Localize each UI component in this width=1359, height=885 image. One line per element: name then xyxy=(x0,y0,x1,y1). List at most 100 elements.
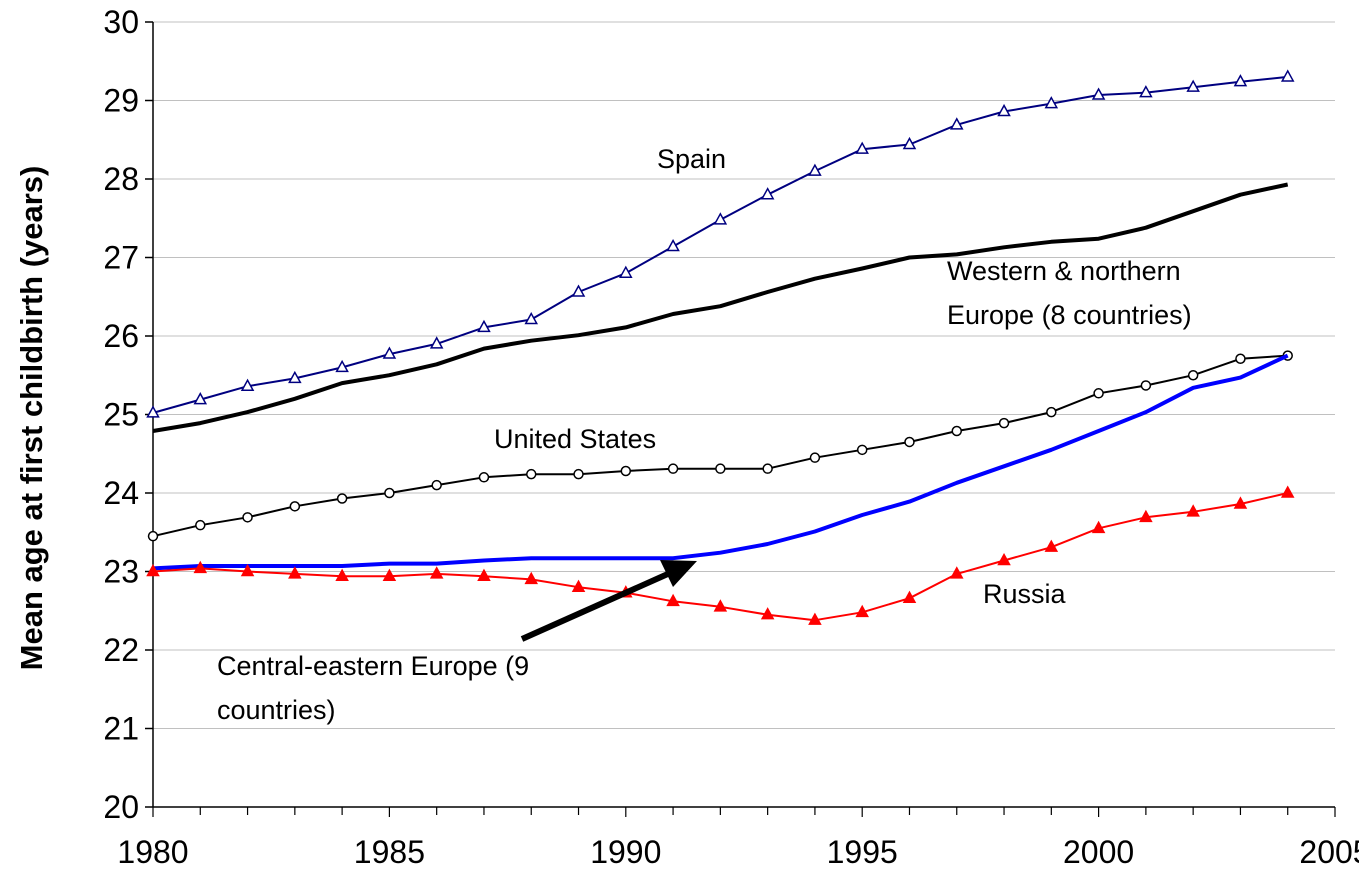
series-4-point-1982 xyxy=(240,563,255,577)
series-4-point-2001 xyxy=(1139,509,1153,523)
series-2-point-2000 xyxy=(1093,388,1104,399)
series-2-point-1980 xyxy=(147,530,159,542)
series-4 xyxy=(146,485,1295,625)
series-0-point-1981 xyxy=(193,392,208,405)
series-1 xyxy=(152,182,1289,433)
series-2-point-2003 xyxy=(1235,353,1246,365)
annotation-united-states: United States xyxy=(494,424,656,454)
series-2-point-1992 xyxy=(715,463,726,474)
series-4-point-1981 xyxy=(193,560,208,574)
y-tick-label-28: 28 xyxy=(103,161,139,197)
series-2-point-1982 xyxy=(242,512,253,523)
series-4-point-1987 xyxy=(477,568,491,581)
series-2 xyxy=(147,350,1293,542)
annotation-arrow xyxy=(520,560,697,642)
y-tick-labels: 20 21 22 23 24 25 26 27 28 29 30 xyxy=(103,4,139,825)
series-0-point-1991 xyxy=(666,238,680,252)
annotation-central-eastern-line1: Central-eastern Europe (9 xyxy=(217,651,529,681)
x-tick-label-1990: 1990 xyxy=(590,834,661,870)
series-0-point-1989 xyxy=(571,284,586,297)
series-0-point-1990 xyxy=(619,265,633,278)
series-3 xyxy=(152,353,1289,571)
series-2-point-1981 xyxy=(195,519,206,531)
series-group xyxy=(146,69,1295,625)
y-tick-label-27: 27 xyxy=(103,240,139,276)
series-0-point-1995 xyxy=(855,141,869,154)
x-tick-labels: 1980 1985 1990 1995 2000 2005 xyxy=(117,834,1359,870)
series-0-point-1983 xyxy=(288,370,302,384)
series-0-point-2001 xyxy=(1139,85,1153,98)
series-0-point-1982 xyxy=(240,378,255,391)
series-2-point-1985 xyxy=(384,487,395,499)
y-tick-label-24: 24 xyxy=(103,475,139,511)
series-2-line xyxy=(152,354,1288,538)
x-tick-label-2005: 2005 xyxy=(1299,834,1359,870)
x-tick-label-2000: 2000 xyxy=(1063,834,1134,870)
series-0-point-2003 xyxy=(1233,74,1248,87)
y-tick-label-25: 25 xyxy=(103,397,139,433)
series-2-point-1994 xyxy=(809,452,821,463)
annotation-western-northern-line1: Western & northern xyxy=(947,256,1181,286)
series-2-point-1990 xyxy=(620,465,632,477)
series-3-line xyxy=(152,353,1289,571)
series-4-point-1989 xyxy=(571,579,586,592)
series-4-point-1986 xyxy=(429,566,444,579)
series-2-point-1984 xyxy=(336,493,348,504)
series-4-point-1984 xyxy=(335,568,349,581)
y-tick-label-20: 20 xyxy=(103,789,139,825)
y-tick-label-23: 23 xyxy=(103,554,139,590)
series-0-point-1994 xyxy=(808,163,822,176)
series-0-point-2000 xyxy=(1091,87,1106,100)
series-4-point-1988 xyxy=(524,571,539,585)
series-4-point-1985 xyxy=(382,568,397,581)
series-2-point-1986 xyxy=(431,479,442,491)
series-2-point-1988 xyxy=(525,468,537,480)
series-2-point-2001 xyxy=(1140,380,1152,391)
series-4-point-1993 xyxy=(760,607,775,620)
series-4-point-2000 xyxy=(1091,520,1106,534)
series-4-point-1999 xyxy=(1044,539,1059,552)
series-0-point-2002 xyxy=(1186,79,1200,92)
series-0-point-2004 xyxy=(1280,69,1295,82)
series-0-point-1998 xyxy=(997,103,1011,117)
y-tick-label-26: 26 xyxy=(103,318,139,354)
series-0-point-1986 xyxy=(429,336,444,349)
series-4-point-1983 xyxy=(288,566,302,579)
series-4-point-1994 xyxy=(808,612,822,625)
series-2-point-1987 xyxy=(478,472,490,483)
annotation-central-eastern-line2: countries) xyxy=(217,695,336,725)
annotation-russia: Russia xyxy=(983,579,1067,609)
series-4-point-2002 xyxy=(1186,504,1200,517)
series-2-point-1991 xyxy=(667,463,679,474)
x-tick-label-1985: 1985 xyxy=(354,834,425,870)
series-0-point-1992 xyxy=(713,212,728,225)
series-0-point-1985 xyxy=(382,346,397,359)
series-4-point-1992 xyxy=(713,599,728,612)
series-0-point-1988 xyxy=(524,311,539,325)
series-2-point-1995 xyxy=(856,444,868,456)
series-2-point-1998 xyxy=(998,417,1010,429)
series-1-line xyxy=(152,182,1289,433)
series-4-point-1996 xyxy=(902,590,917,603)
y-tick-label-30: 30 xyxy=(103,4,139,40)
x-tick-label-1980: 1980 xyxy=(117,834,188,870)
annotation-spain: Spain xyxy=(657,144,726,174)
series-4-point-1995 xyxy=(855,604,869,618)
series-4-point-2003 xyxy=(1233,496,1248,509)
series-2-point-1989 xyxy=(573,468,584,480)
series-4-point-1991 xyxy=(666,593,680,607)
y-tick-label-21: 21 xyxy=(103,711,139,747)
y-axis-label: Mean age at first childbirth (years) xyxy=(14,166,49,671)
series-0-point-1987 xyxy=(477,319,491,333)
series-2-point-1997 xyxy=(951,425,963,437)
series-2-point-2002 xyxy=(1187,370,1199,381)
series-0-point-1980 xyxy=(146,405,160,418)
series-4-point-1980 xyxy=(146,563,160,577)
series-0-point-1997 xyxy=(949,117,964,130)
annotation-western-northern-line2: Europe (8 countries) xyxy=(947,300,1192,330)
y-tick-label-22: 22 xyxy=(103,632,139,668)
series-0-point-1984 xyxy=(335,359,349,373)
series-2-point-1983 xyxy=(289,501,301,512)
series-4-point-2004 xyxy=(1280,485,1295,498)
